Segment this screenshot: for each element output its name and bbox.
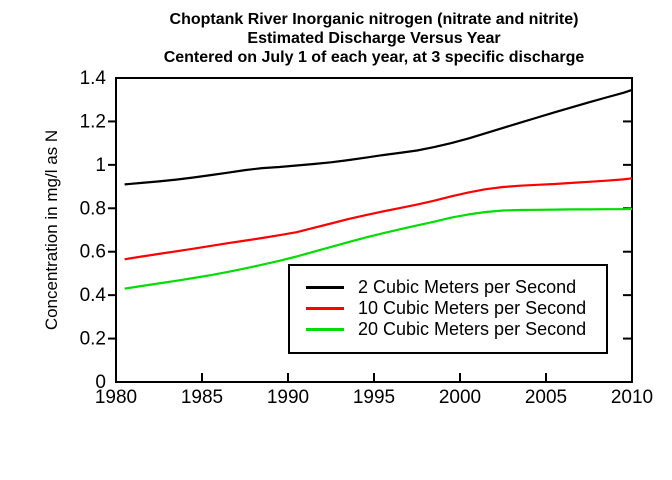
x-tick-label: 1985 bbox=[181, 387, 223, 408]
y-tick-label: 1 bbox=[95, 155, 106, 176]
y-tick-label: 0.6 bbox=[80, 242, 106, 263]
y-tick-label: 1.4 bbox=[80, 68, 107, 89]
series-line-0 bbox=[124, 88, 633, 186]
legend-item: 10 Cubic Meters per Second bbox=[290, 298, 606, 319]
x-tick-label: 2010 bbox=[611, 387, 653, 408]
chart-title: Choptank River Inorganic nitrogen (nitra… bbox=[116, 10, 632, 67]
chart-title-line-3: Centered on July 1 of each year, at 3 sp… bbox=[163, 49, 585, 66]
y-tick-label: 0 bbox=[95, 372, 106, 393]
legend-swatch-red-line bbox=[306, 307, 344, 310]
y-tick-label: 0.8 bbox=[80, 198, 106, 219]
x-tick-label: 1990 bbox=[267, 387, 309, 408]
series-line-2 bbox=[124, 207, 633, 290]
legend-label: 20 Cubic Meters per Second bbox=[358, 319, 587, 339]
legend-swatch-black-line bbox=[306, 286, 344, 289]
legend-label: 2 Cubic Meters per Second bbox=[358, 277, 577, 297]
x-tick-label: 2005 bbox=[525, 387, 567, 408]
legend-label: 10 Cubic Meters per Second bbox=[358, 298, 587, 318]
y-tick-label: 0.2 bbox=[80, 329, 106, 350]
chart-title-line-1: Choptank River Inorganic nitrogen (nitra… bbox=[169, 11, 579, 28]
y-tick-label: 1.2 bbox=[80, 111, 106, 132]
series-line-1 bbox=[124, 177, 633, 261]
x-tick-label: 2000 bbox=[439, 387, 481, 408]
y-tick-label: 0.4 bbox=[80, 285, 107, 306]
legend-item: 2 Cubic Meters per Second bbox=[290, 277, 606, 298]
x-tick-label: 1995 bbox=[353, 387, 395, 408]
legend-swatch-green-line bbox=[306, 328, 344, 331]
legend: 2 Cubic Meters per Second 10 Cubic Meter… bbox=[288, 264, 608, 354]
chart-title-line-2: Estimated Discharge Versus Year bbox=[247, 30, 501, 47]
x-tick-label: 1980 bbox=[95, 387, 137, 408]
legend-item: 20 Cubic Meters per Second bbox=[290, 319, 606, 340]
